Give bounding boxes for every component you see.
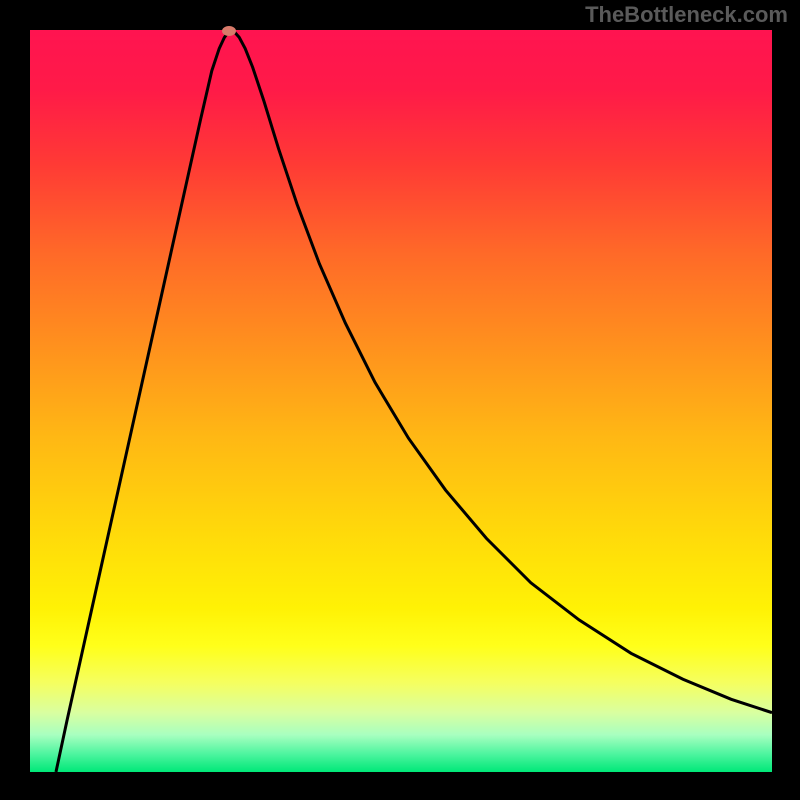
watermark-text: TheBottleneck.com [585,2,788,28]
curve-path [56,31,772,772]
minimum-marker [222,26,236,36]
bottleneck-curve [30,30,772,772]
plot-area [30,30,772,772]
chart-container: TheBottleneck.com [0,0,800,800]
